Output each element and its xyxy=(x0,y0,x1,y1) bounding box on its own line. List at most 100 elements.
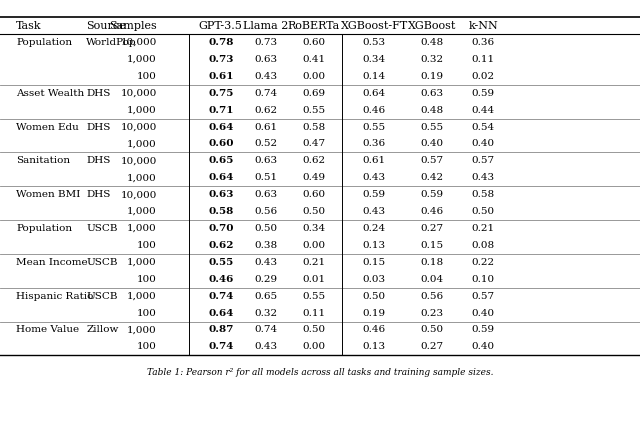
Text: Population: Population xyxy=(16,224,72,233)
Text: 0.15: 0.15 xyxy=(420,241,444,250)
Text: 0.50: 0.50 xyxy=(254,224,277,233)
Text: 0.55: 0.55 xyxy=(208,258,234,267)
Text: 10,000: 10,000 xyxy=(120,89,157,98)
Text: 0.21: 0.21 xyxy=(472,224,495,233)
Text: 0.87: 0.87 xyxy=(208,325,234,334)
Text: 0.00: 0.00 xyxy=(302,342,325,351)
Text: 100: 100 xyxy=(137,241,157,250)
Text: 0.27: 0.27 xyxy=(420,224,444,233)
Text: 0.04: 0.04 xyxy=(420,275,444,284)
Text: 0.65: 0.65 xyxy=(254,291,277,300)
Text: 0.50: 0.50 xyxy=(302,325,325,334)
Text: 0.15: 0.15 xyxy=(363,258,386,267)
Text: 1,000: 1,000 xyxy=(127,106,157,115)
Text: 100: 100 xyxy=(137,275,157,284)
Text: 0.23: 0.23 xyxy=(420,309,444,318)
Text: 0.74: 0.74 xyxy=(254,89,277,98)
Text: 1,000: 1,000 xyxy=(127,140,157,149)
Text: Task: Task xyxy=(16,21,42,30)
Text: 0.21: 0.21 xyxy=(302,258,325,267)
Text: 1,000: 1,000 xyxy=(127,207,157,216)
Text: k-NN: k-NN xyxy=(468,21,498,30)
Text: DHS: DHS xyxy=(86,122,111,131)
Text: 1,000: 1,000 xyxy=(127,173,157,182)
Text: DHS: DHS xyxy=(86,156,111,165)
Text: 0.70: 0.70 xyxy=(208,224,234,233)
Text: USCB: USCB xyxy=(86,291,118,300)
Text: 1,000: 1,000 xyxy=(127,55,157,64)
Text: 0.60: 0.60 xyxy=(208,140,234,149)
Text: 0.69: 0.69 xyxy=(302,89,325,98)
Text: 0.74: 0.74 xyxy=(208,342,234,351)
Text: 0.59: 0.59 xyxy=(420,190,444,199)
Text: 0.43: 0.43 xyxy=(363,173,386,182)
Text: Population: Population xyxy=(16,38,72,47)
Text: 0.74: 0.74 xyxy=(208,291,234,300)
Text: 0.59: 0.59 xyxy=(472,89,495,98)
Text: 0.40: 0.40 xyxy=(472,342,495,351)
Text: 1,000: 1,000 xyxy=(127,325,157,334)
Text: 0.18: 0.18 xyxy=(420,258,444,267)
Text: DHS: DHS xyxy=(86,89,111,98)
Text: 0.43: 0.43 xyxy=(254,342,277,351)
Text: 0.64: 0.64 xyxy=(363,89,386,98)
Text: 0.22: 0.22 xyxy=(472,258,495,267)
Text: 0.55: 0.55 xyxy=(302,291,325,300)
Text: 0.51: 0.51 xyxy=(254,173,277,182)
Text: 0.46: 0.46 xyxy=(208,275,234,284)
Text: 0.55: 0.55 xyxy=(420,122,444,131)
Text: 0.60: 0.60 xyxy=(302,190,325,199)
Text: 0.58: 0.58 xyxy=(302,122,325,131)
Text: Women BMI: Women BMI xyxy=(16,190,81,199)
Text: USCB: USCB xyxy=(86,224,118,233)
Text: 0.71: 0.71 xyxy=(208,106,234,115)
Text: 0.43: 0.43 xyxy=(363,207,386,216)
Text: 0.63: 0.63 xyxy=(420,89,444,98)
Text: 0.40: 0.40 xyxy=(472,309,495,318)
Text: 1,000: 1,000 xyxy=(127,291,157,300)
Text: 0.14: 0.14 xyxy=(363,72,386,81)
Text: 0.63: 0.63 xyxy=(208,190,234,199)
Text: 0.55: 0.55 xyxy=(302,106,325,115)
Text: 0.52: 0.52 xyxy=(254,140,277,149)
Text: 0.50: 0.50 xyxy=(363,291,386,300)
Text: 0.63: 0.63 xyxy=(254,55,277,64)
Text: 0.59: 0.59 xyxy=(363,190,386,199)
Text: Source: Source xyxy=(86,21,126,30)
Text: 0.64: 0.64 xyxy=(208,173,234,182)
Text: 0.34: 0.34 xyxy=(302,224,325,233)
Text: 0.62: 0.62 xyxy=(302,156,325,165)
Text: Women Edu: Women Edu xyxy=(16,122,79,131)
Text: 0.58: 0.58 xyxy=(208,207,234,216)
Text: 0.02: 0.02 xyxy=(472,72,495,81)
Text: Mean Income: Mean Income xyxy=(16,258,88,267)
Text: 0.43: 0.43 xyxy=(254,258,277,267)
Text: 0.57: 0.57 xyxy=(472,291,495,300)
Text: Hispanic Ratio: Hispanic Ratio xyxy=(16,291,93,300)
Text: 0.46: 0.46 xyxy=(363,325,386,334)
Text: 0.19: 0.19 xyxy=(363,309,386,318)
Text: 0.32: 0.32 xyxy=(254,309,277,318)
Text: 100: 100 xyxy=(137,342,157,351)
Text: 0.50: 0.50 xyxy=(302,207,325,216)
Text: 0.40: 0.40 xyxy=(420,140,444,149)
Text: 0.48: 0.48 xyxy=(420,38,444,47)
Text: 0.47: 0.47 xyxy=(302,140,325,149)
Text: 10,000: 10,000 xyxy=(120,156,157,165)
Text: 0.08: 0.08 xyxy=(472,241,495,250)
Text: 0.50: 0.50 xyxy=(420,325,444,334)
Text: Zillow: Zillow xyxy=(86,325,119,334)
Text: 0.73: 0.73 xyxy=(254,38,277,47)
Text: GPT-3.5: GPT-3.5 xyxy=(199,21,243,30)
Text: 0.42: 0.42 xyxy=(420,173,444,182)
Text: Sanitation: Sanitation xyxy=(16,156,70,165)
Text: 0.24: 0.24 xyxy=(363,224,386,233)
Text: 0.63: 0.63 xyxy=(254,156,277,165)
Text: 0.62: 0.62 xyxy=(254,106,277,115)
Text: 0.00: 0.00 xyxy=(302,72,325,81)
Text: 10,000: 10,000 xyxy=(120,122,157,131)
Text: 0.61: 0.61 xyxy=(208,72,234,81)
Text: 0.03: 0.03 xyxy=(363,275,386,284)
Text: WorldPop: WorldPop xyxy=(86,38,137,47)
Text: USCB: USCB xyxy=(86,258,118,267)
